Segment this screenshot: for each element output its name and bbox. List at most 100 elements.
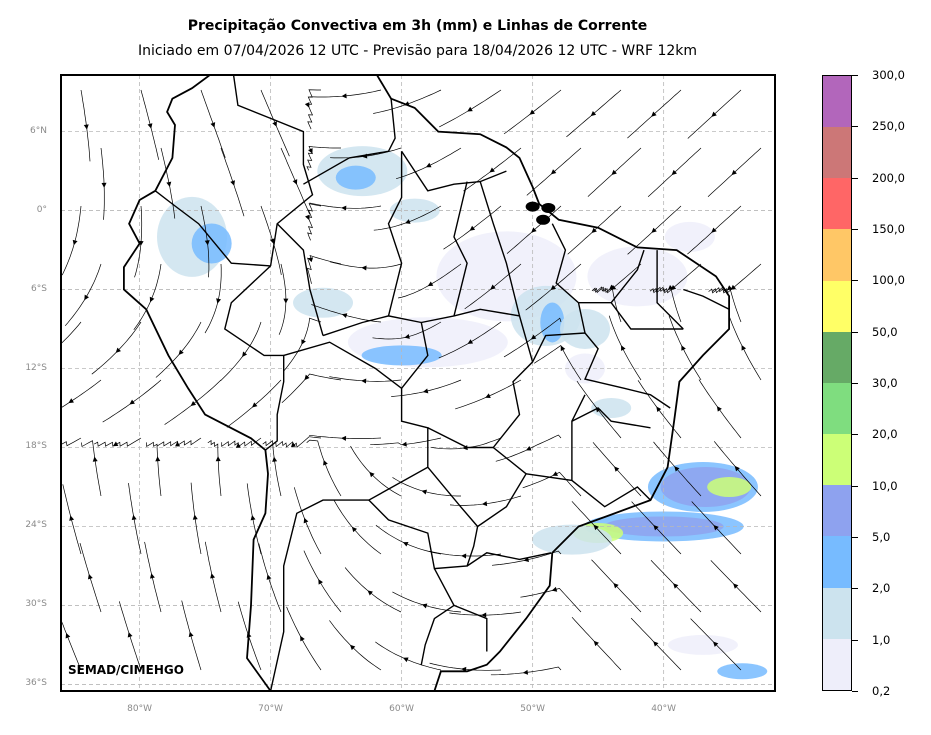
streamline-arrow: [290, 441, 296, 448]
streamline-arrow: [138, 240, 144, 246]
streamline-arrow: [726, 285, 733, 291]
streamline-arrow: [613, 583, 619, 589]
lat-label: 12°S: [25, 362, 47, 373]
streamline-arrow: [611, 169, 617, 175]
streamline-arrow: [403, 657, 409, 663]
colorbar-tick: [852, 485, 858, 487]
streamline: [275, 436, 322, 448]
precip-cell: [560, 309, 611, 350]
streamline-arrow: [467, 106, 473, 112]
streamline-arrow: [550, 169, 557, 175]
border-line: [453, 181, 468, 317]
precip-cell: [660, 466, 751, 507]
streamline: [146, 441, 162, 497]
colorbar-tick: [852, 331, 858, 333]
streamline: [306, 255, 342, 284]
border-line: [154, 190, 271, 267]
border-line: [453, 604, 488, 652]
streamline-arrow: [522, 669, 529, 675]
precip-cell: [707, 476, 752, 497]
streamline-arrow: [83, 124, 89, 130]
border-line: [269, 341, 429, 691]
streamline-arrow: [531, 227, 537, 233]
precip-cell: [565, 353, 606, 384]
border-line: [466, 552, 552, 567]
streamline-arrow: [190, 400, 197, 406]
streamline-arrow: [361, 265, 367, 271]
island: [541, 202, 556, 213]
colorbar-label: 0,2: [872, 684, 891, 698]
streamline-arrow: [147, 123, 153, 129]
colorbar-tick: [852, 383, 858, 384]
border-line: [551, 223, 586, 334]
streamline-arrow: [210, 122, 216, 128]
streamline: [81, 440, 102, 497]
colorbar-segment: [823, 638, 851, 690]
streamline-arrow: [283, 298, 289, 304]
border-line: [477, 332, 671, 528]
streamline-arrow: [609, 284, 615, 290]
border-line: [610, 249, 645, 304]
streamline-arrow: [741, 345, 747, 351]
border-line: [683, 288, 730, 310]
border-line: [479, 181, 521, 317]
streamline: [329, 620, 382, 671]
streamline-arrow: [653, 525, 659, 531]
streamline-arrow: [178, 349, 184, 355]
streamline: [520, 588, 582, 613]
streamline: [303, 550, 342, 613]
colorbar-segment: [823, 434, 851, 486]
colorbar-segment: [823, 75, 851, 128]
colorbar-segment: [823, 229, 851, 281]
map-subtitle: Iniciado em 07/04/2026 12 UTC - Previsão…: [137, 43, 698, 59]
streamline-arrow: [529, 109, 535, 115]
streamline: [375, 641, 442, 671]
streamline-arrow: [72, 239, 78, 246]
precip-cell: [664, 221, 715, 252]
streamline-arrow: [192, 514, 198, 520]
streamline-arrow: [734, 465, 740, 472]
streamline: [708, 287, 742, 323]
streamline-arrow: [131, 514, 137, 521]
streamline-arrow: [166, 181, 172, 187]
streamline-arrow: [155, 456, 161, 462]
border-line: [387, 151, 403, 317]
streamline-arrow: [731, 169, 737, 176]
streamline: [307, 203, 322, 241]
colorbar-tick: [852, 280, 858, 282]
colorbar-segment: [823, 331, 851, 383]
streamline-arrow: [674, 466, 680, 472]
colorbar-segment: [823, 382, 851, 435]
streamline-arrow: [101, 182, 107, 188]
streamline-arrow: [92, 456, 98, 462]
streamline-arrow: [341, 205, 347, 211]
streamlines-layer: [61, 89, 762, 676]
streamline-arrow: [467, 339, 474, 344]
colorbar-tick: [852, 75, 858, 76]
streamline-arrow: [551, 586, 558, 592]
streamline: [608, 315, 642, 381]
streamline-arrow: [667, 284, 674, 291]
streamline-arrow: [713, 525, 719, 531]
streamline-arrow: [591, 227, 597, 233]
colorbar-label: 20,0: [872, 427, 898, 442]
border-line: [276, 223, 324, 336]
streamline-arrow: [292, 179, 298, 185]
streamline-arrow: [361, 378, 367, 384]
streamline-arrow: [671, 169, 677, 176]
streamline-arrow: [300, 635, 305, 642]
colorbar-label: 250,0: [872, 119, 905, 134]
colorbar-segment: [823, 485, 851, 537]
streamline-arrow: [713, 641, 719, 647]
precipitation-layer: [157, 146, 768, 680]
streamline-arrow: [681, 345, 686, 351]
lat-label: 0°: [36, 204, 47, 215]
coastline: [123, 75, 730, 691]
island: [525, 201, 540, 212]
border-line: [571, 394, 586, 481]
streamline: [61, 437, 82, 447]
streamline: [668, 315, 702, 381]
streamline-arrow: [87, 573, 93, 580]
streamline-arrow: [560, 345, 566, 352]
